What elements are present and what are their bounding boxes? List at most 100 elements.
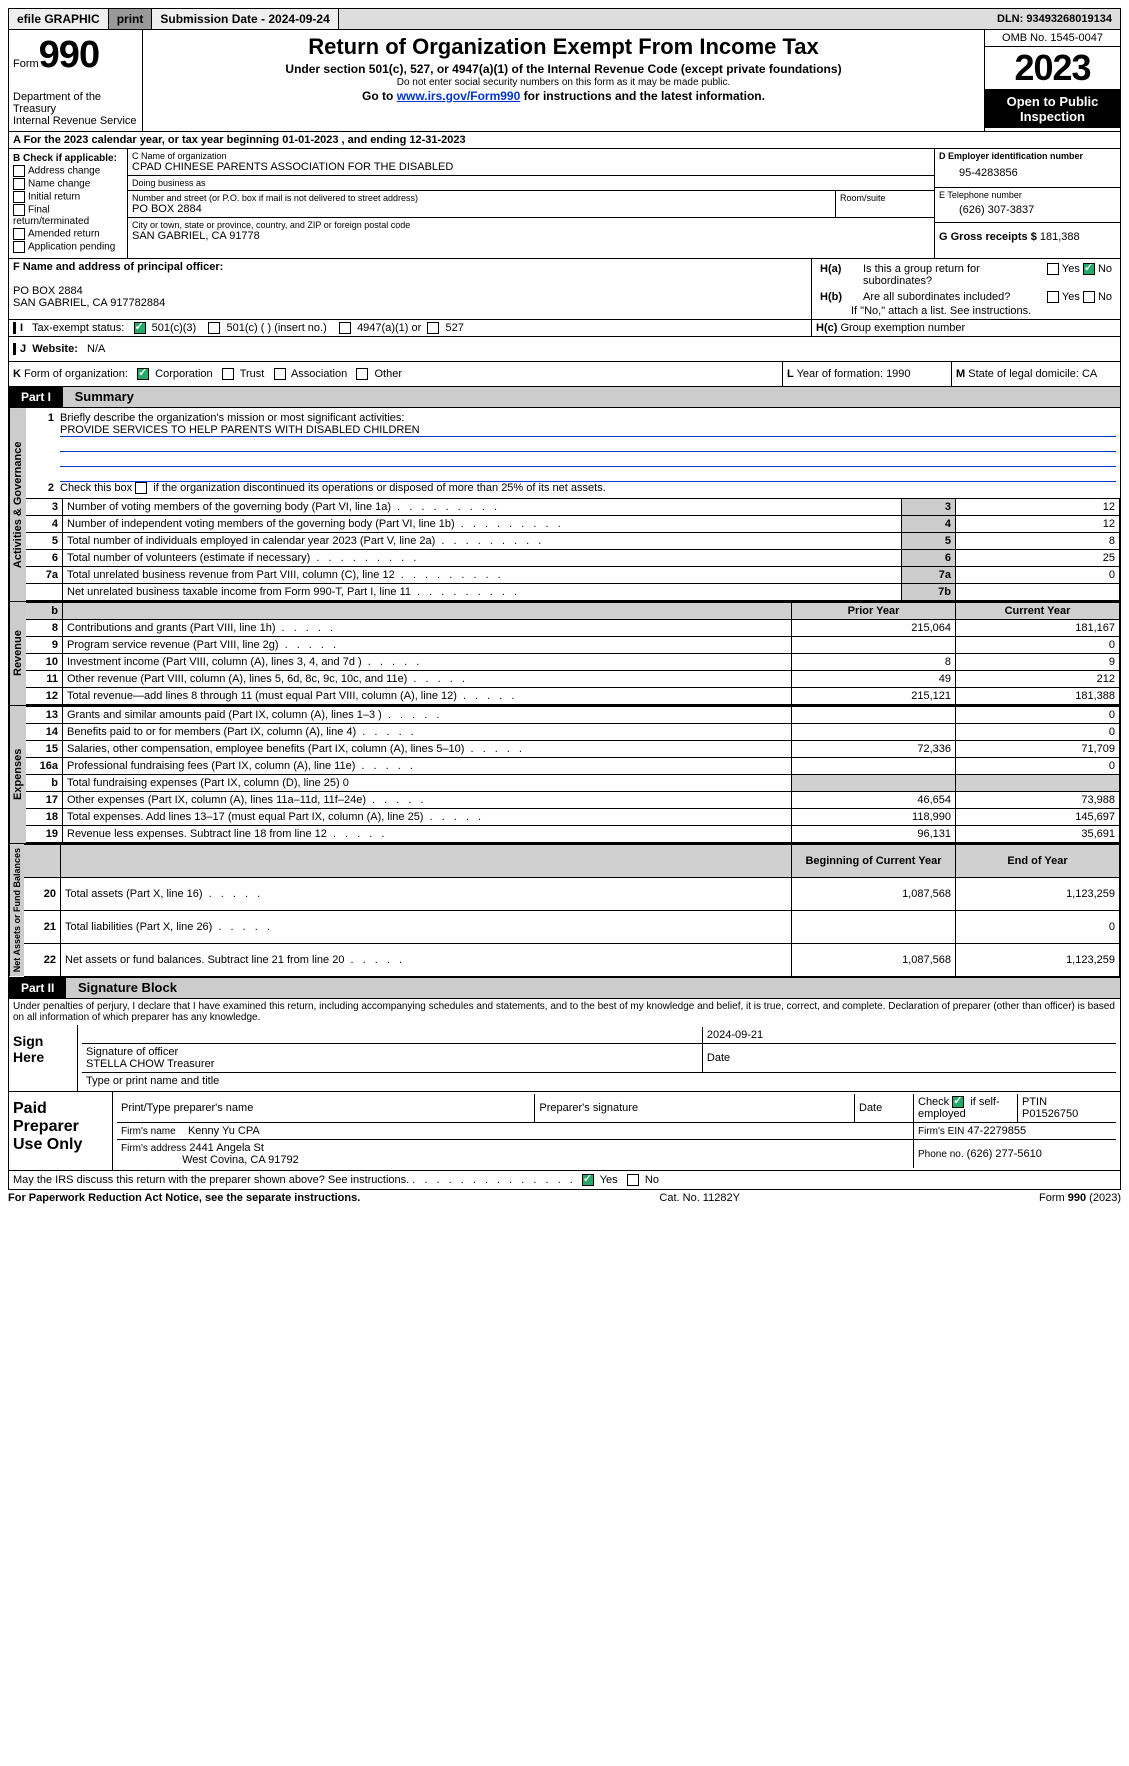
officer-addr2: SAN GABRIEL, CA 917782884 — [13, 297, 807, 309]
checkbox-4947[interactable] — [339, 322, 351, 334]
firm-ein-value: 47-2279855 — [967, 1125, 1026, 1137]
preparer-date-label: Date — [855, 1094, 914, 1123]
street-value: PO BOX 2884 — [132, 203, 831, 215]
firm-name-value: Kenny Yu CPA — [188, 1125, 260, 1137]
firm-phone-value: (626) 277-5610 — [967, 1148, 1042, 1160]
sign-date-value: 2024-09-21 — [702, 1027, 1116, 1044]
sidelabel-revenue: Revenue — [9, 602, 26, 705]
checkbox-discuss-yes[interactable] — [582, 1174, 594, 1186]
year-formation-label: Year of formation: — [797, 368, 883, 380]
section-b-label: B Check if applicable: — [13, 153, 123, 164]
dept-label: Department of the Treasury — [13, 91, 138, 115]
sign-here-label: Sign Here — [9, 1025, 78, 1091]
checkbox-app-pending[interactable] — [13, 241, 25, 253]
checkbox-address-change[interactable] — [13, 165, 25, 177]
col-beginning-year: Beginning of Current Year — [792, 845, 956, 878]
checkbox-trust[interactable] — [222, 368, 234, 380]
part-2-header: Part II Signature Block — [8, 978, 1121, 999]
checkbox-hb-no[interactable] — [1083, 291, 1095, 303]
room-label: Room/suite — [840, 193, 930, 203]
h-b-note: If "No," attach a list. See instructions… — [816, 305, 1116, 317]
expenses-table: 13Grants and similar amounts paid (Part … — [26, 706, 1120, 843]
officer-name-title: STELLA CHOW Treasurer — [86, 1058, 214, 1070]
checkbox-ha-no[interactable] — [1083, 263, 1095, 275]
gross-receipts-label: G Gross receipts $ — [939, 231, 1037, 243]
footer-left: For Paperwork Reduction Act Notice, see … — [8, 1192, 360, 1204]
expenses-block: Expenses 13Grants and similar amounts pa… — [8, 706, 1121, 844]
state-domicile-label: State of legal domicile: — [968, 368, 1079, 380]
revenue-block: Revenue bPrior YearCurrent Year 8Contrib… — [8, 602, 1121, 706]
officer-label: F Name and address of principal officer: — [13, 261, 807, 273]
print-button[interactable]: print — [109, 9, 153, 29]
officer-addr1: PO BOX 2884 — [13, 285, 807, 297]
checkbox-self-employed[interactable] — [952, 1096, 964, 1108]
checkbox-assoc[interactable] — [274, 368, 286, 380]
form-note-ssn: Do not enter social security numbers on … — [149, 77, 978, 88]
org-name-label: C Name of organization — [132, 151, 930, 161]
org-name: CPAD CHINESE PARENTS ASSOCIATION FOR THE… — [132, 161, 930, 173]
tax-year-text: For the 2023 calendar year, or tax year … — [24, 134, 466, 146]
ein-label: D Employer identification number — [939, 151, 1116, 161]
year-formation-value: 1990 — [886, 368, 910, 380]
checkbox-527[interactable] — [427, 322, 439, 334]
part-2-title: Signature Block — [78, 980, 177, 995]
checkbox-discontinued[interactable] — [135, 482, 147, 494]
checkbox-corp[interactable] — [137, 368, 149, 380]
h-c-label: Group exemption number — [840, 322, 965, 334]
open-to-public: Open to Public Inspection — [985, 90, 1120, 128]
checkbox-name-change[interactable] — [13, 178, 25, 190]
paid-preparer-section: Paid Preparer Use Only Print/Type prepar… — [8, 1092, 1121, 1171]
efile-label: efile GRAPHIC — [9, 9, 109, 29]
firm-name-label: Firm's name — [121, 1126, 176, 1137]
checkbox-501c3[interactable] — [134, 322, 146, 334]
col-current-year: Current Year — [956, 603, 1120, 620]
checkbox-initial-return[interactable] — [13, 191, 25, 203]
goto-post: for instructions and the latest informat… — [520, 89, 765, 103]
firm-ein-label: Firm's EIN — [918, 1126, 964, 1137]
form-word: Form — [13, 58, 39, 70]
date-label: Date — [702, 1043, 1116, 1072]
dba-label: Doing business as — [132, 178, 930, 188]
city-label: City or town, state or province, country… — [132, 220, 930, 230]
form-title: Return of Organization Exempt From Incom… — [149, 34, 978, 60]
netassets-block: Net Assets or Fund Balances Beginning of… — [8, 844, 1121, 977]
checkbox-501c[interactable] — [208, 322, 220, 334]
perjury-declaration: Under penalties of perjury, I declare th… — [8, 999, 1121, 1025]
discuss-row: May the IRS discuss this return with the… — [8, 1171, 1121, 1190]
part-1-label: Part I — [9, 387, 63, 407]
sidelabel-expenses: Expenses — [9, 706, 26, 843]
checkbox-other[interactable] — [356, 368, 368, 380]
ptin-value: P01526750 — [1022, 1108, 1078, 1120]
preparer-sig-label: Preparer's signature — [535, 1094, 855, 1123]
omb-number: OMB No. 1545-0047 — [985, 30, 1120, 47]
firm-addr2: West Covina, CA 91792 — [182, 1154, 299, 1166]
part-1-header: Part I Summary — [8, 387, 1121, 408]
firm-phone-label: Phone no. — [918, 1149, 964, 1160]
tax-year: 2023 — [985, 47, 1120, 90]
col-end-year: End of Year — [956, 845, 1120, 878]
signature-section: Sign Here 2024-09-21 Signature of office… — [8, 1025, 1121, 1092]
part-2-label: Part II — [9, 978, 66, 998]
firm-addr1: 2441 Angela St — [189, 1142, 264, 1154]
summary-block: Activities & Governance 1 Briefly descri… — [8, 408, 1121, 602]
checkbox-hb-yes[interactable] — [1047, 291, 1059, 303]
ptin-label: PTIN — [1022, 1096, 1047, 1108]
sidelabel-netassets: Net Assets or Fund Balances — [9, 844, 24, 976]
checkbox-final-return[interactable] — [13, 204, 25, 216]
checkbox-discuss-no[interactable] — [627, 1174, 639, 1186]
paid-preparer-label: Paid Preparer Use Only — [9, 1092, 113, 1170]
phone-value: (626) 307-3837 — [939, 200, 1116, 220]
top-bar: efile GRAPHIC print Submission Date - 20… — [8, 8, 1121, 30]
checkbox-amended[interactable] — [13, 228, 25, 240]
form-header: Form990 Department of the Treasury Inter… — [8, 30, 1121, 132]
form-subtitle: Under section 501(c), 527, or 4947(a)(1)… — [149, 62, 978, 76]
street-label: Number and street (or P.O. box if mail i… — [132, 193, 831, 203]
page-footer: For Paperwork Reduction Act Notice, see … — [8, 1190, 1121, 1204]
type-print-label: Type or print name and title — [82, 1072, 1116, 1089]
instructions-link[interactable]: www.irs.gov/Form990 — [397, 89, 521, 103]
form-org-label: Form of organization: — [24, 368, 128, 380]
submission-date: Submission Date - 2024-09-24 — [152, 9, 338, 29]
website-label: Website: — [32, 343, 78, 355]
checkbox-ha-yes[interactable] — [1047, 263, 1059, 275]
tax-exempt-label: Tax-exempt status: — [32, 322, 124, 334]
